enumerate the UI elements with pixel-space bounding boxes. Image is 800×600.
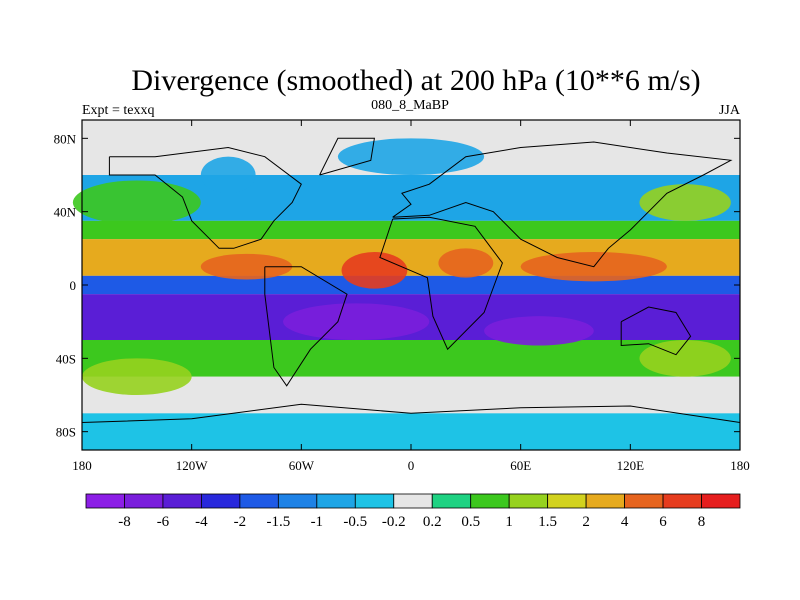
colorbar-swatch-9: [431, 493, 472, 509]
colorbar-swatch-3: [201, 493, 241, 509]
colorbar-label-13: 4: [621, 514, 629, 530]
colorbar-label-14: 6: [659, 514, 667, 530]
colorbar-label-15: 8: [698, 514, 706, 530]
x-tick-label-3: 0: [408, 458, 415, 473]
colorbar: -8 -6 -4 -2 -1.5 -1 -0.5 -0.2 0.2 0.5 1 1.5 2 4 6 8: [85, 493, 741, 530]
x-tick-label-6: 180: [730, 458, 750, 473]
colorbar-label-2: -4: [195, 514, 208, 530]
colorbar-label-12: 2: [582, 514, 590, 530]
divergence-feature-7: [639, 184, 731, 221]
colorbar-swatch-0: [85, 493, 125, 509]
coastline-segment-2: [379, 216, 503, 351]
colorbar-label-7: -0.2: [382, 514, 406, 530]
colorbar-label-8: 0.2: [423, 514, 442, 530]
colorbar-swatch-12: [547, 493, 587, 509]
colorbar-swatch-14: [624, 493, 664, 509]
x-tick-label-2: 60W: [289, 458, 315, 473]
divergence-band-4: [82, 275, 740, 295]
coastline-segment-6: [81, 403, 741, 423]
divergence-feature-8: [82, 358, 192, 395]
coastline-segment-5: [319, 137, 375, 176]
divergence-band-2: [82, 220, 740, 240]
y-tick-label-3: 40S: [56, 351, 76, 366]
divergence-feature-6: [72, 180, 201, 225]
colorbar-swatch-5: [277, 493, 318, 509]
colorbar-swatch-13: [585, 493, 625, 509]
coastline: [81, 137, 741, 423]
x-axis: 180 120W 60W 0 60E 120E 180: [72, 120, 750, 473]
run-label: 080_8_MaBP: [371, 98, 449, 113]
colorbar-swatch-4: [239, 493, 279, 509]
colorbar-label-0: -8: [118, 514, 131, 530]
x-tick-label-0: 180: [72, 458, 92, 473]
x-tick-label-4: 60E: [510, 458, 531, 473]
divergence-feature-11: [200, 156, 256, 194]
y-tick-label-1: 40N: [54, 205, 77, 220]
divergence-feature-2: [200, 253, 293, 280]
colorbar-label-10: 1: [505, 514, 513, 530]
colorbar-label-5: -1: [311, 514, 324, 530]
map-plot-area: [72, 119, 741, 451]
colorbar-label-1: -6: [157, 514, 170, 530]
colorbar-swatch-8: [393, 493, 433, 509]
colorbar-swatch-2: [162, 493, 202, 509]
expt-label: Expt = texxq: [82, 103, 154, 118]
divergence-band-6: [82, 340, 740, 377]
colorbar-swatch-7: [354, 493, 395, 509]
y-axis: 80N 40N 0 40S 80S: [54, 131, 740, 440]
divergence-feature-5: [484, 316, 594, 346]
colorbar-swatch-1: [124, 493, 164, 509]
divergence-features: [72, 138, 731, 395]
colorbar-label-9: 0.5: [461, 514, 480, 530]
coastline-segment-4: [620, 306, 692, 356]
colorbar-swatch-6: [316, 493, 356, 509]
y-tick-label-0: 80N: [54, 131, 77, 146]
y-tick-label-2: 0: [70, 278, 77, 293]
coastline-segment-0: [108, 146, 302, 249]
coastline-segment-1: [264, 266, 348, 387]
x-tick-label-5: 120E: [617, 458, 645, 473]
colorbar-swatch-15: [662, 493, 702, 509]
divergence-feature-4: [283, 303, 430, 340]
colorbar-label-11: 1.5: [538, 514, 557, 530]
divergence-band-7: [82, 376, 740, 414]
coastline-segment-3: [392, 141, 733, 268]
colorbar-swatch-11: [508, 493, 549, 509]
chart-title: Divergence (smoothed) at 200 hPa (10**6 …: [131, 64, 700, 97]
colorbar-swatch-10: [470, 493, 510, 509]
divergence-feature-0: [341, 252, 408, 289]
x-tick-label-1: 120W: [176, 458, 209, 473]
y-tick-label-4: 80S: [56, 425, 76, 440]
season-label: JJA: [719, 103, 741, 118]
colorbar-label-4: -1.5: [266, 514, 290, 530]
divergence-band-8: [82, 413, 740, 450]
colorbar-label-6: -0.5: [343, 514, 367, 530]
colorbar-swatch-16: [701, 493, 741, 509]
colorbar-label-3: -2: [234, 514, 247, 530]
divergence-feature-10: [337, 138, 485, 176]
divergence-feature-3: [438, 248, 494, 278]
